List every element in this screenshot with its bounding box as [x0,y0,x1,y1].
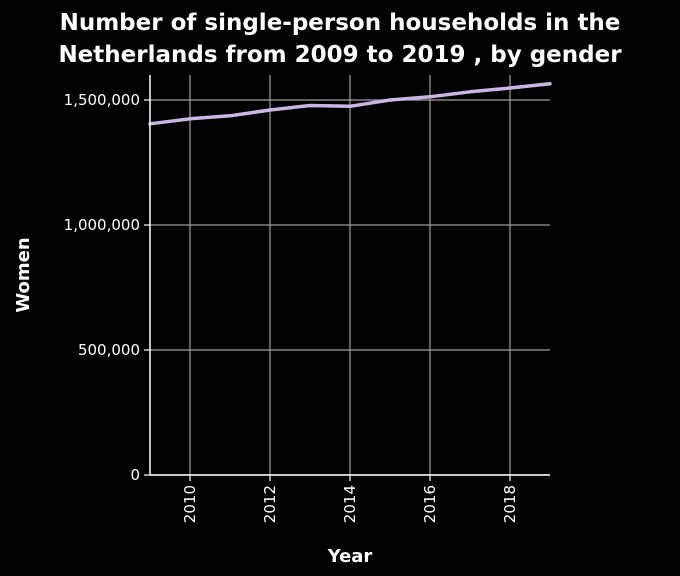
x-tick-label: 2018 [501,485,519,523]
y-axis-label: Women [13,237,34,312]
y-axis-ticks: 0 500,000 1,000,000 1,500,000 [64,91,150,484]
x-gridlines [189,75,511,475]
y-tick-label: 1,500,000 [64,91,140,109]
x-tick-label: 2016 [421,485,439,523]
y-tick-label: 500,000 [78,341,140,359]
x-axis-label: Year [327,546,373,567]
women-series-line [148,82,552,126]
y-tick-label: 0 [130,466,140,484]
x-tick-label: 2010 [181,485,199,523]
y-tick-label: 1,000,000 [64,216,140,234]
x-tick-label: 2012 [261,485,279,523]
x-axis-ticks: 2010 2012 2014 2016 2018 [181,475,519,523]
chart-title-line-1: Number of single-person households in th… [60,10,621,36]
x-tick-label: 2014 [341,485,359,523]
chart-title-line-2: Netherlands from 2009 to 2019 , by gende… [58,42,622,68]
